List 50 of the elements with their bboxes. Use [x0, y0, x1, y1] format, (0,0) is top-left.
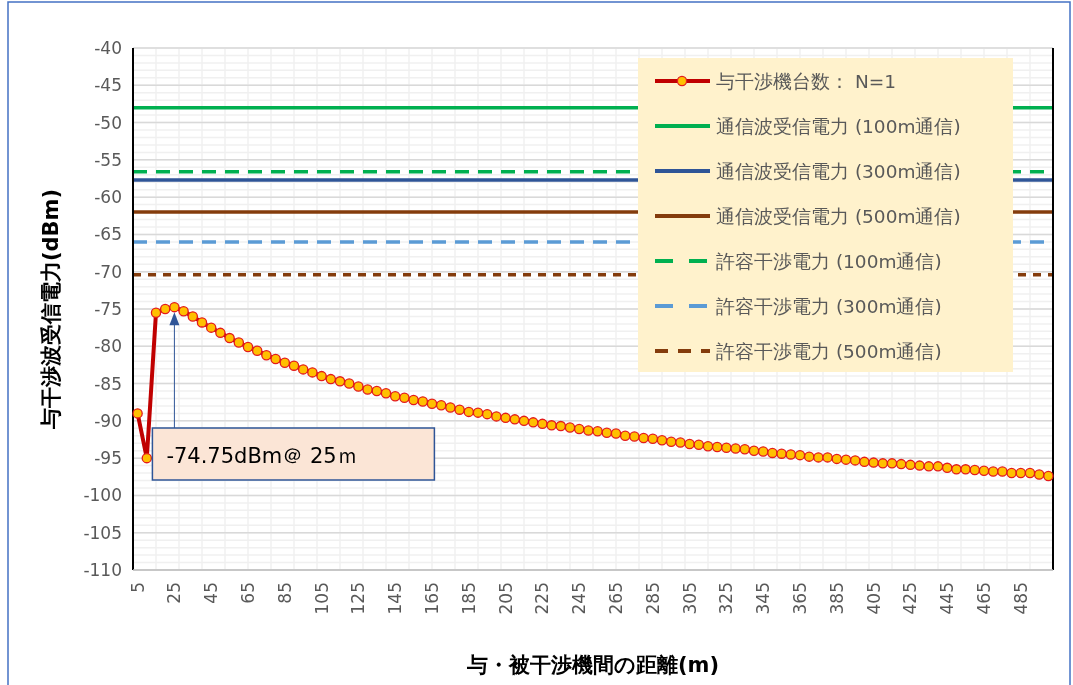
x-tick-label: 285 [642, 582, 663, 615]
ref-line-label: 通信波受信電力 (300m通信) [716, 161, 961, 182]
y-tick-label: -40 [94, 38, 122, 58]
legend-label: 許容干渉電力 (100m通信) [716, 251, 942, 272]
ref-line-label: 通信波受信電力 (500m通信) [716, 206, 961, 227]
y-tick-label: -100 [83, 485, 122, 506]
x-tick-label: 305 [679, 582, 700, 615]
x-tick-label: 465 [974, 582, 994, 615]
legend-label: 与干渉機台数： N=1 [716, 71, 896, 92]
x-tick-label: 165 [422, 582, 442, 615]
y-tick-label: -75 [94, 299, 122, 319]
y-tick-label: -60 [94, 187, 122, 208]
x-tick-label: 85 [274, 582, 295, 604]
x-tick-label: 345 [753, 582, 774, 615]
y-tick-label: -80 [94, 336, 122, 357]
x-tick-label: 265 [606, 582, 626, 615]
y-tick-label: -55 [94, 149, 122, 170]
x-tick-label: 485 [1010, 582, 1031, 615]
legend-label: 許容干渉電力 (500m通信) [716, 341, 942, 362]
x-tick-label: 245 [569, 582, 590, 615]
x-tick-label: 45 [201, 582, 222, 604]
x-tick-label: 425 [900, 582, 921, 615]
x-tick-label: 325 [716, 582, 737, 615]
y-tick-label: -70 [94, 261, 122, 282]
x-tick-label: 365 [790, 582, 810, 615]
x-tick-label: 5 [127, 582, 148, 593]
x-tick-label: 185 [458, 582, 479, 615]
x-tick-label: 445 [937, 582, 958, 615]
x-axis-title: 与・被干渉機間の距離(m) [465, 653, 720, 677]
annotation: -74.75dBm＠ 25ｍ [166, 444, 358, 468]
y-tick-label: -45 [94, 75, 122, 96]
legend-label: 通信波受信電力 (100m通信) [716, 116, 961, 137]
x-tick-label: 225 [532, 582, 553, 615]
x-tick-label: 105 [311, 582, 332, 615]
y-tick-label: -65 [94, 224, 122, 245]
y-tick-label: -90 [94, 410, 122, 431]
y-axis-title: 与干渉波受信電力(dBm) [39, 188, 63, 431]
y-tick-label: -85 [94, 373, 122, 394]
x-tick-label: 405 [863, 582, 884, 615]
x-tick-label: 65 [238, 582, 258, 604]
y-tick-label: -50 [94, 112, 122, 133]
x-tick-label: 205 [495, 582, 516, 615]
x-tick-label: 145 [385, 582, 406, 615]
x-tick-label: 125 [348, 582, 369, 615]
x-tick-label: 25 [164, 582, 185, 604]
x-tick-label: 385 [826, 582, 847, 615]
y-tick-label: -105 [83, 522, 122, 543]
legend-label: 許容干渉電力 (300m通信) [716, 296, 942, 317]
y-tick-label: -95 [94, 448, 122, 469]
y-tick-label: -110 [83, 560, 122, 580]
